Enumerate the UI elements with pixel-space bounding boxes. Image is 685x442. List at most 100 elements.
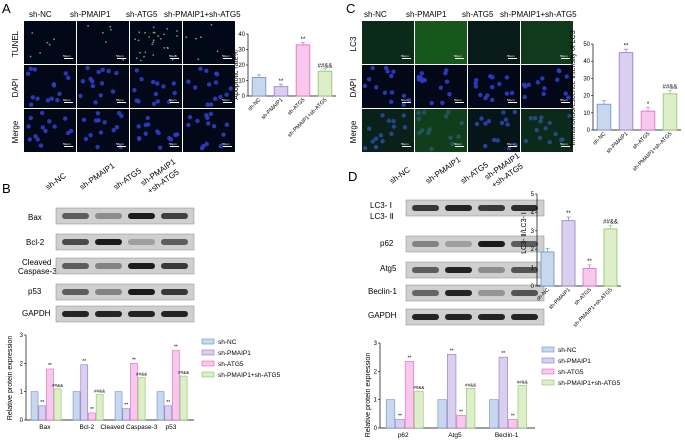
nucleus-dot: [176, 30, 178, 32]
scale-bar: [561, 102, 570, 103]
legend-label: sh-PMAIP1+sh-ATG5: [558, 380, 621, 387]
nucleus-dot: [389, 131, 394, 136]
nucleus-dot: [534, 127, 539, 133]
c-col-label-1: sh-PMAIP1: [406, 10, 447, 19]
blot-band: [161, 263, 188, 269]
nucleus-dot: [83, 136, 89, 142]
nucleus-dot: [25, 71, 31, 76]
x-tick-label: p62: [398, 432, 409, 439]
y-tick-label: 40: [583, 59, 590, 65]
scale-bar-label: 50μm: [560, 142, 568, 146]
y-tick-label: 50: [583, 42, 590, 48]
nucleus-dot: [78, 93, 83, 99]
bar: [561, 220, 576, 287]
bar: [447, 354, 457, 429]
nucleus-dot: [474, 121, 480, 127]
nucleus-dot: [52, 124, 57, 129]
blot-strip-3: [405, 284, 545, 302]
nucleus-dot: [488, 74, 493, 79]
scale-bar: [117, 58, 126, 59]
b-band-label-5: GAPDH: [22, 309, 51, 318]
scale-bar: [64, 58, 73, 59]
nucleus-dot: [98, 130, 104, 135]
scale-bar-label: 50μm: [222, 54, 230, 58]
nucleus-dot: [197, 58, 200, 61]
nucleus-dot: [564, 74, 569, 79]
nucleus-dot: [367, 126, 372, 131]
y-tick-label: 1: [20, 390, 24, 396]
legend-label: sh-PMAIP1+sh-ATG5: [218, 372, 281, 379]
blot-band: [62, 239, 89, 245]
scale-bar-label: 50μm: [560, 98, 568, 102]
scale-bar: [117, 102, 126, 103]
nucleus-dot: [566, 95, 571, 100]
nucleus-dot: [486, 119, 492, 124]
blot-band: [128, 239, 155, 245]
scale-bar-label: 50μm: [169, 98, 177, 102]
bar: [603, 228, 618, 287]
a-chart-ylabel: Apoptotic rate%: [233, 50, 240, 99]
nucleus-dot: [95, 111, 101, 116]
y-tick-label: 10: [583, 111, 590, 117]
blot-band: [478, 205, 505, 211]
nucleus-dot: [195, 118, 200, 124]
nucleus-dot: [51, 83, 57, 88]
nucleus-dot: [401, 113, 406, 118]
nucleus-dot: [114, 125, 120, 130]
bar: [80, 364, 89, 421]
nucleus-dot: [168, 137, 174, 142]
nucleus-dot: [478, 92, 483, 98]
nucleus-dot: [567, 114, 572, 119]
bar: [414, 390, 424, 429]
merge-green-overlay: [415, 109, 467, 152]
scale-bar: [170, 146, 179, 147]
nucleus-dot: [111, 128, 116, 133]
bar: [498, 356, 508, 429]
blot-background: [405, 284, 545, 302]
blot-strip-0: [55, 207, 195, 225]
nucleus-dot: [102, 120, 107, 125]
legend-label: sh-NC: [218, 339, 237, 346]
panel-letter-d: D: [348, 169, 357, 184]
d-col-label-1: sh-PMAIP1: [424, 155, 463, 186]
nucleus-dot: [483, 121, 488, 126]
nucleus-dot: [444, 79, 450, 84]
blot-strip-2: [55, 257, 195, 275]
y-tick-label: 0: [587, 128, 591, 134]
nucleus-dot: [228, 86, 233, 91]
panel-letter-a: A: [2, 1, 11, 16]
y-tick-label: 3: [20, 333, 24, 339]
nucleus-dot: [35, 96, 40, 101]
blot-band: [445, 267, 472, 273]
scale-bar-label: 50μm: [454, 98, 462, 102]
micrograph-r1-c3: 50μm: [183, 65, 235, 108]
micrograph-r1-c0: 50μm: [24, 65, 76, 108]
legend-label: sh-NC: [558, 347, 577, 354]
nucleus-dot: [134, 38, 137, 41]
nucleus-dot: [45, 98, 51, 103]
nucleus-dot: [198, 66, 203, 72]
nucleus-dot: [28, 66, 33, 72]
nucleus-dot: [541, 91, 546, 97]
nucleus-dot: [152, 41, 155, 44]
nucleus-dot: [210, 24, 213, 26]
blot-band: [95, 311, 122, 317]
significance-label: **: [174, 345, 178, 351]
bar: [456, 414, 466, 429]
legend-swatch: [201, 349, 215, 356]
bar: [508, 419, 518, 429]
nucleus-dot: [195, 37, 197, 40]
nucleus-dot: [155, 81, 160, 86]
scale-bar: [223, 102, 232, 103]
nucleus-dot: [543, 126, 548, 131]
nucleus-dot: [85, 65, 90, 71]
significance-label: **: [82, 359, 86, 365]
nucleus-dot: [132, 88, 137, 93]
nucleus-dot: [172, 90, 177, 96]
nucleus-dot: [535, 80, 541, 85]
blot-band: [445, 205, 472, 211]
scale-bar: [455, 58, 464, 59]
nucleus-dot: [109, 25, 112, 28]
scale-bar: [455, 102, 464, 103]
legend-swatch: [541, 379, 555, 386]
